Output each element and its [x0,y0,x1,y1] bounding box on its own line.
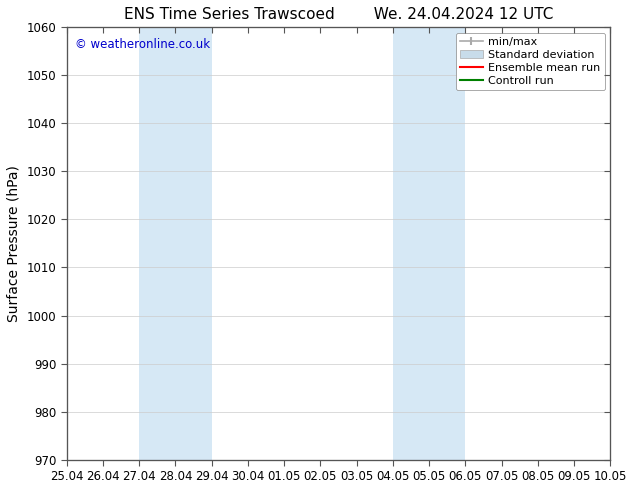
Legend: min/max, Standard deviation, Ensemble mean run, Controll run: min/max, Standard deviation, Ensemble me… [456,33,605,90]
Text: © weatheronline.co.uk: © weatheronline.co.uk [75,38,210,51]
Title: ENS Time Series Trawscoed        We. 24.04.2024 12 UTC: ENS Time Series Trawscoed We. 24.04.2024… [124,7,553,22]
Bar [393,27,465,460]
Bar [139,27,212,460]
Y-axis label: Surface Pressure (hPa): Surface Pressure (hPa) [7,165,21,322]
